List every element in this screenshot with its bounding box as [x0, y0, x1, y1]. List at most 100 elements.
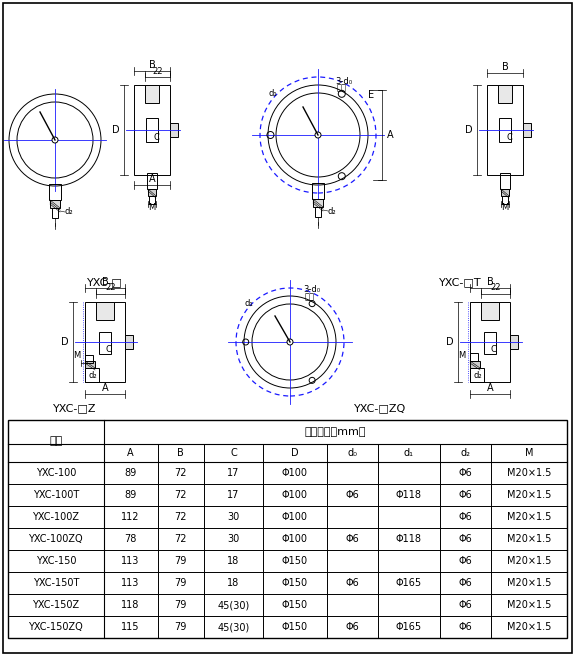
Bar [499, 118, 511, 142]
Bar [315, 207, 321, 217]
Bar [50, 200, 60, 208]
Text: 45(30): 45(30) [217, 622, 250, 632]
Text: 45(30): 45(30) [217, 600, 250, 610]
Text: d₁: d₁ [404, 448, 414, 458]
Text: d₀: d₀ [347, 448, 358, 458]
Text: Φ6: Φ6 [458, 578, 472, 588]
Text: M20×1.5: M20×1.5 [507, 578, 551, 588]
Text: M: M [148, 203, 156, 213]
Bar [470, 361, 480, 368]
Text: 72: 72 [175, 468, 187, 478]
Text: 均布: 均布 [305, 293, 315, 302]
Text: 115: 115 [121, 622, 140, 632]
Text: Φ6: Φ6 [458, 468, 472, 478]
Text: Φ150: Φ150 [282, 600, 308, 610]
Text: Φ100: Φ100 [282, 468, 308, 478]
Text: Φ6: Φ6 [346, 490, 359, 500]
Bar [510, 335, 518, 349]
Text: 89: 89 [124, 468, 137, 478]
Text: M20×1.5: M20×1.5 [507, 512, 551, 522]
Bar [147, 173, 157, 189]
Text: d₂: d₂ [89, 371, 97, 380]
Text: C: C [490, 346, 496, 354]
Bar [148, 189, 156, 196]
Text: 72: 72 [175, 490, 187, 500]
Text: 79: 79 [175, 600, 187, 610]
Text: 型号: 型号 [49, 436, 63, 446]
Text: A: A [486, 383, 493, 393]
Text: d₂: d₂ [64, 207, 74, 216]
Text: D: D [61, 337, 69, 347]
Text: Φ100: Φ100 [282, 512, 308, 522]
Bar [49, 184, 61, 200]
Bar [484, 332, 496, 354]
Text: Φ165: Φ165 [396, 622, 422, 632]
Text: Φ6: Φ6 [458, 490, 472, 500]
Bar [85, 355, 93, 363]
Text: B: B [148, 60, 155, 70]
Text: C: C [105, 346, 111, 354]
Text: M: M [501, 203, 509, 213]
Bar [487, 85, 523, 175]
Text: E: E [368, 90, 374, 100]
Text: B: B [501, 62, 508, 72]
Text: M20×1.5: M20×1.5 [507, 556, 551, 566]
Text: Φ100: Φ100 [282, 534, 308, 544]
Text: 72: 72 [175, 534, 187, 544]
Text: 72: 72 [175, 512, 187, 522]
Bar [170, 123, 178, 137]
Text: 17: 17 [227, 468, 240, 478]
Text: d₁: d₁ [244, 300, 254, 308]
Text: Φ6: Φ6 [346, 534, 359, 544]
Bar [134, 85, 170, 175]
Text: YXC-100: YXC-100 [36, 468, 76, 478]
Text: Φ6: Φ6 [458, 556, 472, 566]
Bar [145, 85, 159, 103]
Text: YXC-□Z: YXC-□Z [53, 403, 97, 413]
Bar [470, 353, 478, 361]
Bar [470, 368, 484, 382]
Text: 18: 18 [228, 578, 240, 588]
Bar [125, 335, 133, 349]
Text: d₂: d₂ [474, 371, 482, 380]
Text: B: B [178, 448, 184, 458]
Circle shape [315, 132, 321, 138]
Text: YXC-□: YXC-□ [87, 277, 123, 287]
Bar [501, 189, 509, 196]
Text: YXC-150: YXC-150 [36, 556, 76, 566]
Text: YXC-150T: YXC-150T [33, 578, 79, 588]
Bar [85, 361, 95, 368]
Text: D: D [446, 337, 454, 347]
Text: M: M [525, 448, 533, 458]
Text: 22: 22 [152, 66, 163, 75]
Text: C: C [230, 448, 237, 458]
Text: A: A [127, 448, 134, 458]
Text: YXC-100ZQ: YXC-100ZQ [29, 534, 83, 544]
Text: M20×1.5: M20×1.5 [507, 534, 551, 544]
Text: A: A [386, 130, 393, 140]
Text: Φ165: Φ165 [396, 578, 422, 588]
Text: 外形尺寸（mm）: 外形尺寸（mm） [305, 427, 366, 437]
Text: 18: 18 [228, 556, 240, 566]
Bar [99, 332, 111, 354]
Text: M20×1.5: M20×1.5 [507, 600, 551, 610]
Bar [85, 302, 125, 382]
Bar [523, 123, 531, 137]
Text: YXC-□T: YXC-□T [439, 277, 481, 287]
Circle shape [52, 137, 58, 143]
Bar [481, 302, 499, 320]
Text: D: D [112, 125, 120, 135]
Text: 112: 112 [121, 512, 140, 522]
Bar [470, 302, 510, 382]
Bar [96, 302, 114, 320]
Text: d₁: d₁ [269, 89, 277, 98]
Text: 113: 113 [121, 556, 140, 566]
Bar [313, 199, 323, 207]
Text: B: B [102, 277, 108, 287]
Text: M: M [74, 350, 81, 359]
Text: 22: 22 [490, 283, 501, 293]
Text: 78: 78 [124, 534, 137, 544]
Text: 118: 118 [121, 600, 140, 610]
Text: 79: 79 [175, 622, 187, 632]
Text: A: A [102, 383, 108, 393]
